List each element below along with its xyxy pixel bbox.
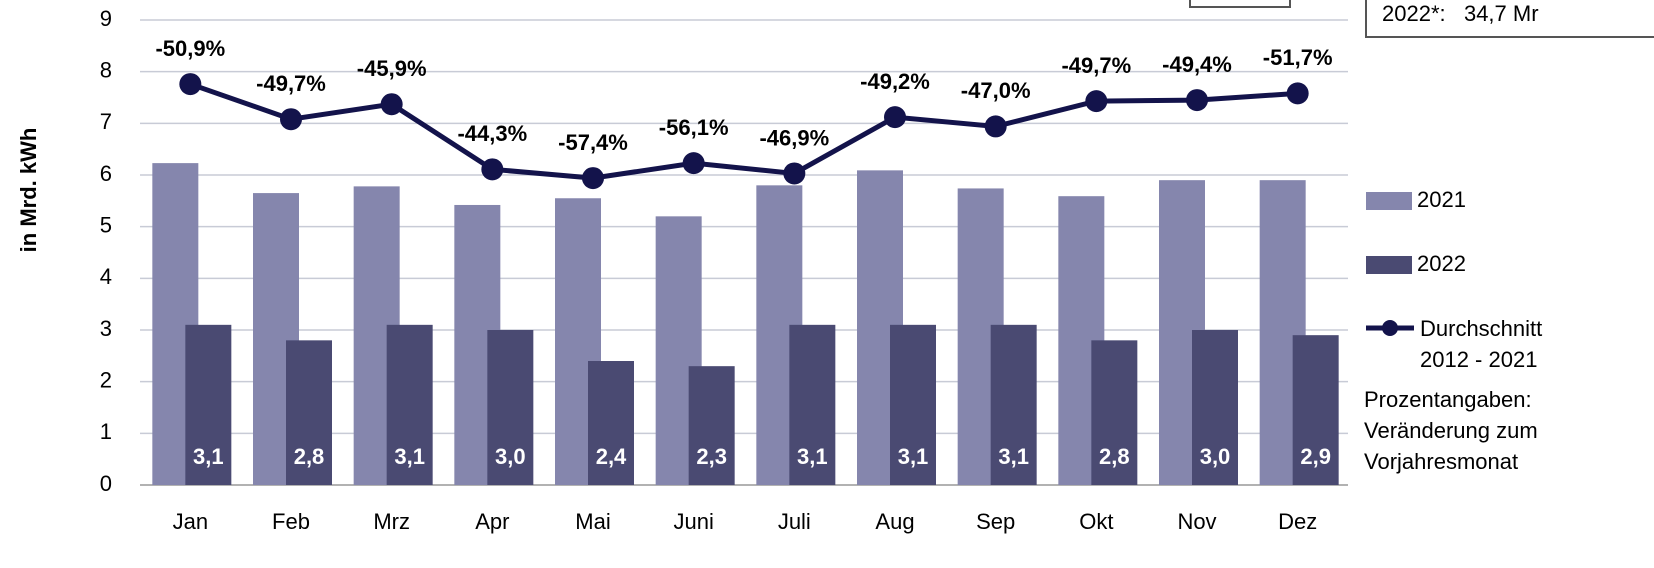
bar: [789, 324, 836, 485]
x-tick-label: Okt: [1079, 509, 1113, 534]
bar: [990, 324, 1037, 485]
bar: [487, 330, 534, 485]
change-label: -49,7%: [256, 71, 326, 96]
line: [189, 81, 1298, 181]
x-tick-label: Feb: [272, 509, 310, 534]
value-label: 3,0: [495, 444, 526, 469]
x-tick-label: Nov: [1177, 509, 1216, 534]
x-tick-label: Jan: [173, 509, 208, 534]
value-label: 2,8: [1099, 444, 1130, 469]
note: Prozentangaben: Veränderung zum Vorjahre…: [1364, 387, 1538, 474]
bar: [890, 324, 936, 485]
x-tick-label: Mrz: [373, 509, 410, 534]
frame-box: [1189, 0, 1291, 8]
bar: [1091, 340, 1138, 485]
change-label: -57,4%: [558, 130, 628, 155]
line-marker: [1286, 82, 1309, 105]
change-label: -56,1%: [659, 115, 729, 140]
legend-line-label: Durchschnitt 2012 - 2021: [1420, 316, 1543, 372]
value-label: 2,8: [294, 444, 325, 469]
y-tick-label: 0: [100, 471, 112, 496]
legend-label: 2022: [1417, 251, 1466, 276]
line-marker: [582, 167, 604, 190]
line-marker: [682, 152, 705, 175]
y-tick-label: 4: [100, 264, 112, 289]
value-label: 3,1: [193, 444, 224, 469]
x-tick-label: Juni: [673, 509, 713, 534]
info-box: [1365, 0, 1654, 38]
legend-marker: [1382, 320, 1398, 336]
y-tick-label: 1: [100, 419, 112, 444]
line-marker: [280, 108, 302, 131]
change-label: -51,7%: [1263, 45, 1333, 70]
value-label: 3,1: [998, 444, 1029, 469]
bar: [386, 324, 433, 485]
line-marker: [179, 73, 202, 96]
line-marker: [783, 162, 806, 185]
info-box-text: 2022*: 34,7 Mr: [1382, 1, 1539, 26]
change-label: -49,2%: [860, 69, 930, 94]
x-tick-label: Mai: [575, 509, 610, 534]
change-label: -45,9%: [357, 56, 427, 81]
line-marker: [481, 158, 504, 181]
value-label: 3,0: [1200, 444, 1231, 469]
bar: [1292, 335, 1339, 485]
x-tick-label: Juli: [778, 509, 811, 534]
change-label: -46,9%: [759, 125, 829, 150]
y-tick-label: 8: [100, 57, 112, 82]
change-label: -44,3%: [457, 121, 527, 146]
bar: [588, 361, 634, 485]
line-marker: [380, 93, 403, 116]
y-axis-label: in Mrd. kWh: [16, 128, 41, 253]
legend-label: 2021: [1417, 187, 1466, 212]
change-label: -47,0%: [961, 78, 1031, 103]
y-tick-label: 5: [100, 212, 112, 237]
bar: [185, 324, 232, 485]
value-label: 2,9: [1300, 444, 1331, 469]
value-label: 2,3: [696, 444, 727, 469]
y-tick-label: 6: [100, 161, 112, 186]
value-label: 3,1: [394, 444, 425, 469]
x-tick-label: Aug: [875, 509, 914, 534]
x-tick-label: Sep: [976, 509, 1015, 534]
y-tick-label: 2: [100, 367, 112, 392]
bar: [688, 366, 735, 485]
x-tick-label: Apr: [475, 509, 509, 534]
change-label: -50,9%: [155, 36, 225, 61]
bar: [1192, 330, 1238, 485]
y-tick-label: 7: [100, 109, 112, 134]
y-tick-label: 3: [100, 316, 112, 341]
change-label: -49,4%: [1162, 52, 1232, 77]
legend-swatch: [1366, 192, 1412, 210]
line-marker: [1186, 89, 1208, 112]
line-marker: [984, 115, 1007, 138]
value-label: 3,1: [797, 444, 828, 469]
bar: [286, 340, 332, 485]
legend-swatch: [1366, 256, 1412, 274]
value-label: 2,4: [596, 444, 627, 469]
y-tick-label: 9: [100, 6, 112, 31]
line-marker: [1085, 90, 1108, 113]
x-tick-label: Dez: [1278, 509, 1317, 534]
line-marker: [884, 106, 906, 129]
value-label: 3,1: [898, 444, 929, 469]
change-label: -49,7%: [1061, 53, 1131, 78]
